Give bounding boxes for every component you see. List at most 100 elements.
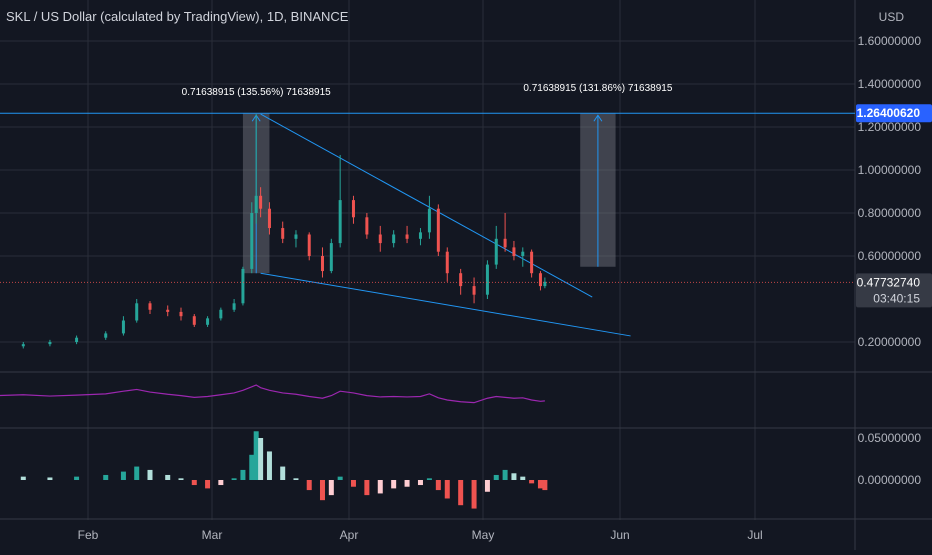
candle [530, 251, 534, 274]
histogram-bar [103, 474, 109, 480]
histogram-bar [537, 480, 543, 489]
time-axis-label: Jul [747, 528, 762, 542]
histogram-bar [529, 480, 535, 484]
time-axis-label: May [472, 528, 495, 542]
wedge-upper-line [260, 113, 593, 298]
histogram-bar [258, 438, 264, 480]
histogram-bar [444, 480, 450, 499]
histogram-bar [253, 431, 259, 480]
wedge-lower-line [260, 272, 631, 337]
candle [338, 200, 342, 244]
histogram-bar [337, 476, 343, 480]
candle [192, 316, 196, 325]
measure-label: 0.71638915 (131.86%) 71638915 [523, 83, 672, 94]
histogram-bar [20, 476, 26, 480]
price-tick-label: 1.60000000 [858, 34, 922, 48]
histogram-bar [205, 480, 211, 489]
price-tick-label: 0.20000000 [858, 335, 922, 349]
candle [392, 234, 396, 244]
candle [267, 208, 271, 229]
histogram-bar [280, 466, 286, 480]
price-tick-label: 0.80000000 [858, 206, 922, 220]
level-label: 1.26400620 [857, 106, 921, 120]
histogram-bar [74, 476, 80, 480]
candle [232, 303, 236, 310]
candle [472, 286, 476, 295]
candle [351, 200, 355, 218]
histogram-bar [511, 473, 517, 480]
candle [320, 256, 324, 272]
histogram-bar [191, 480, 197, 486]
histogram-bar [364, 480, 370, 496]
measure-arrow-head [593, 114, 603, 122]
candle [418, 232, 422, 239]
histogram-bar [293, 478, 299, 480]
candle [427, 208, 431, 233]
candle [512, 247, 516, 256]
candle [445, 251, 449, 274]
osc-tick-label: 0.05000000 [858, 431, 922, 445]
histogram-bar [147, 469, 153, 480]
candle [485, 264, 489, 295]
histogram-bar [319, 480, 325, 501]
time-axis-label: Feb [78, 528, 99, 542]
histogram-bar [417, 480, 423, 486]
price-tick-label: 0.60000000 [858, 249, 922, 263]
histogram-bar [165, 474, 171, 480]
candle [48, 342, 52, 345]
candle [166, 309, 170, 312]
histogram-bar [306, 480, 312, 491]
candle [503, 238, 507, 248]
price-tick-label: 1.20000000 [858, 120, 922, 134]
histogram-bar [249, 454, 255, 480]
histogram-bar [520, 476, 526, 480]
histogram-bar [350, 480, 356, 487]
candle [294, 234, 298, 239]
candle [543, 281, 547, 287]
histogram-bar [426, 478, 432, 480]
price-tick-label: 1.00000000 [858, 163, 922, 177]
currency-label[interactable]: USD [878, 10, 904, 24]
candle [365, 217, 369, 235]
rsi-line [0, 384, 545, 404]
time-axis-label: Apr [340, 528, 359, 542]
histogram-bar [471, 480, 477, 509]
candle [494, 238, 498, 265]
candle [307, 234, 311, 256]
candle [250, 213, 254, 269]
candle [148, 303, 152, 310]
histogram-bar [218, 480, 224, 486]
time-axis-label: Mar [202, 528, 223, 542]
histogram-bar [266, 451, 272, 480]
time-axis-label: Jun [610, 528, 629, 542]
histogram-bar [493, 474, 499, 480]
candle [521, 251, 525, 256]
osc-tick-label: 0.00000000 [858, 473, 922, 487]
current-price-bg [856, 273, 932, 308]
price-tick-label: 1.40000000 [858, 77, 922, 91]
chart-title: SKL / US Dollar (calculated by TradingVi… [6, 9, 349, 24]
histogram-bar [502, 469, 508, 480]
candle [259, 195, 263, 209]
candle [206, 318, 210, 325]
histogram-bar [404, 480, 410, 487]
candle [436, 208, 440, 252]
histogram-bar [231, 478, 237, 480]
histogram-bar [178, 478, 184, 480]
candle [104, 333, 108, 338]
candle [281, 228, 285, 239]
histogram-bar [377, 480, 383, 494]
histogram-bar [542, 480, 548, 491]
level-label-bg [856, 104, 932, 123]
candle [329, 243, 333, 272]
histogram-bar [391, 480, 397, 489]
histogram-bar [240, 469, 246, 480]
candle [121, 320, 125, 334]
current-price-label: 0.47732740 [857, 275, 921, 289]
histogram-bar [328, 480, 334, 496]
histogram-bar [47, 477, 53, 480]
candle [241, 268, 245, 304]
measure-label: 0.71638915 (135.56%) 71638915 [182, 87, 331, 98]
